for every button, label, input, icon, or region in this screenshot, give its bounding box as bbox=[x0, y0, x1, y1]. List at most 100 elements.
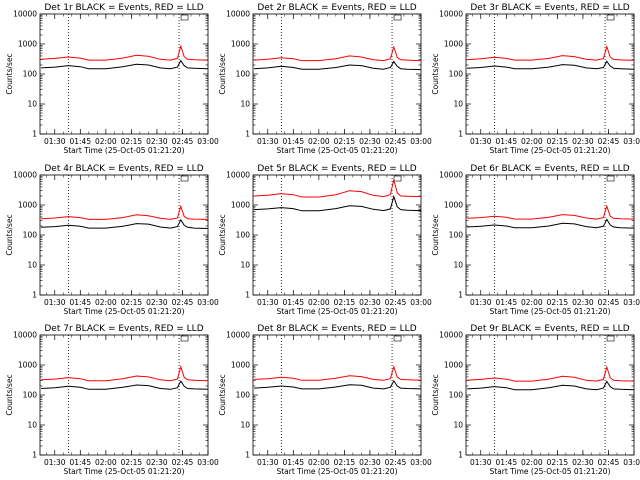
x-tick-label: 01:45 bbox=[282, 458, 304, 467]
y-tick-label: 1 bbox=[32, 451, 37, 460]
marker-box bbox=[393, 335, 402, 342]
plot-frame bbox=[39, 13, 209, 135]
lld-series-line bbox=[254, 45, 422, 62]
x-tick-label: 02:45 bbox=[172, 298, 194, 307]
marker-box bbox=[393, 175, 402, 182]
y-tick-label: 100 bbox=[236, 391, 251, 400]
x-tick-label: 02:45 bbox=[172, 137, 194, 146]
x-tick-label: 02:15 bbox=[121, 137, 143, 146]
y-tick-label: 100 bbox=[236, 231, 251, 240]
x-tick-label: 02:00 bbox=[95, 298, 117, 307]
x-tick-label: 02:15 bbox=[334, 137, 356, 146]
plot-frame bbox=[252, 334, 422, 456]
x-axis-label: Start Time (25-Oct-05 01:21:20) bbox=[276, 146, 397, 155]
x-tick-label: 01:30 bbox=[257, 137, 279, 146]
x-tick-label: 03:00 bbox=[410, 458, 432, 467]
panel-8: Det 8r BLACK = Events, RED = LLD 1 10 100 10… bbox=[218, 324, 432, 476]
panel-5: Det 5r BLACK = Events, RED = LLD 1 10 100 10… bbox=[218, 164, 432, 316]
plot-frame bbox=[252, 13, 422, 135]
y-tick-label: 1 bbox=[458, 130, 463, 139]
panel-title: Det 7r BLACK = Events, RED = LLD bbox=[44, 324, 203, 334]
y-tick-label: 100 bbox=[449, 231, 464, 240]
lld-series-line bbox=[254, 179, 422, 198]
x-axis-label: Start Time (25-Oct-05 01:21:20) bbox=[276, 307, 397, 316]
x-tick-label: 02:00 bbox=[308, 298, 330, 307]
x-tick-label: 02:00 bbox=[308, 137, 330, 146]
x-tick-label: 02:00 bbox=[521, 298, 543, 307]
x-tick-label: 02:45 bbox=[598, 298, 620, 307]
y-tick-label: 10 bbox=[240, 261, 250, 270]
marker-box bbox=[180, 175, 189, 182]
plot-frame bbox=[39, 174, 209, 296]
y-tick-label: 10000 bbox=[226, 331, 250, 340]
panel-2: Det 2r BLACK = Events, RED = LLD 1 10 100 10… bbox=[218, 3, 432, 155]
marker-box bbox=[393, 14, 402, 21]
marker-box bbox=[606, 335, 615, 342]
y-tick-label: 100 bbox=[236, 70, 251, 79]
panel-title: Det 4r BLACK = Events, RED = LLD bbox=[44, 164, 203, 174]
x-tick-label: 01:45 bbox=[495, 458, 517, 467]
panel-7: Det 7r BLACK = Events, RED = LLD 1 10 100 10… bbox=[5, 324, 219, 476]
x-tick-label: 03:00 bbox=[623, 137, 640, 146]
x-tick-label: 02:15 bbox=[547, 298, 569, 307]
y-tick-label: 1000 bbox=[444, 40, 463, 49]
events-series-line bbox=[467, 60, 635, 70]
lld-series-line bbox=[41, 365, 209, 382]
lld-series-line bbox=[41, 204, 209, 220]
y-tick-label: 10000 bbox=[439, 171, 463, 180]
y-tick-label: 10000 bbox=[13, 331, 37, 340]
x-tick-label: 01:45 bbox=[282, 137, 304, 146]
y-tick-label: 10 bbox=[240, 100, 250, 109]
x-tick-label: 01:30 bbox=[44, 137, 66, 146]
x-tick-label: 01:45 bbox=[495, 298, 517, 307]
y-tick-label: 100 bbox=[449, 70, 464, 79]
events-series-line bbox=[41, 218, 209, 229]
events-series-line bbox=[467, 218, 635, 229]
y-axis-label: Counts/sec bbox=[218, 214, 227, 255]
x-tick-label: 02:15 bbox=[121, 458, 143, 467]
y-tick-label: 1 bbox=[245, 130, 250, 139]
events-series-line bbox=[41, 59, 209, 70]
x-tick-label: 02:30 bbox=[359, 137, 381, 146]
panel-title: Det 8r BLACK = Events, RED = LLD bbox=[257, 324, 416, 334]
panel-4: Det 4r BLACK = Events, RED = LLD 1 10 100 10… bbox=[5, 164, 219, 316]
panel-title: Det 3r BLACK = Events, RED = LLD bbox=[470, 3, 629, 13]
x-tick-label: 03:00 bbox=[410, 137, 432, 146]
x-tick-label: 02:30 bbox=[572, 137, 594, 146]
y-tick-label: 10 bbox=[453, 421, 463, 430]
plot-frame bbox=[39, 334, 209, 456]
x-tick-label: 01:45 bbox=[69, 458, 91, 467]
marker-box bbox=[606, 175, 615, 182]
y-tick-label: 1 bbox=[458, 291, 463, 300]
lld-series-line bbox=[467, 204, 635, 220]
panel-6: Det 6r BLACK = Events, RED = LLD 1 10 100 10… bbox=[431, 164, 640, 316]
panel-title: Det 6r BLACK = Events, RED = LLD bbox=[470, 164, 629, 174]
y-tick-label: 1 bbox=[32, 130, 37, 139]
x-tick-label: 02:45 bbox=[598, 137, 620, 146]
x-tick-label: 02:00 bbox=[521, 137, 543, 146]
x-tick-label: 01:45 bbox=[495, 137, 517, 146]
marker-box bbox=[180, 335, 189, 342]
x-axis-label: Start Time (25-Oct-05 01:21:20) bbox=[63, 307, 184, 316]
x-tick-label: 02:15 bbox=[547, 458, 569, 467]
x-tick-label: 01:30 bbox=[44, 298, 66, 307]
y-tick-label: 10 bbox=[453, 261, 463, 270]
x-tick-label: 01:30 bbox=[470, 458, 492, 467]
x-tick-label: 01:45 bbox=[69, 298, 91, 307]
y-axis-label: Counts/sec bbox=[431, 53, 440, 94]
panel-9: Det 9r BLACK = Events, RED = LLD 1 10 100 10… bbox=[431, 324, 640, 476]
y-axis-label: Counts/sec bbox=[218, 374, 227, 415]
y-tick-label: 1000 bbox=[444, 201, 463, 210]
x-tick-label: 01:30 bbox=[44, 458, 66, 467]
x-axis-label: Start Time (25-Oct-05 01:21:20) bbox=[63, 467, 184, 476]
y-tick-label: 10 bbox=[27, 100, 37, 109]
x-tick-label: 02:45 bbox=[385, 137, 407, 146]
x-tick-label: 02:30 bbox=[572, 298, 594, 307]
events-series-line bbox=[467, 380, 635, 391]
y-tick-label: 1 bbox=[245, 451, 250, 460]
x-tick-label: 02:30 bbox=[572, 458, 594, 467]
x-tick-label: 03:00 bbox=[197, 458, 219, 467]
x-tick-label: 03:00 bbox=[623, 458, 640, 467]
y-axis-label: Counts/sec bbox=[5, 374, 14, 415]
